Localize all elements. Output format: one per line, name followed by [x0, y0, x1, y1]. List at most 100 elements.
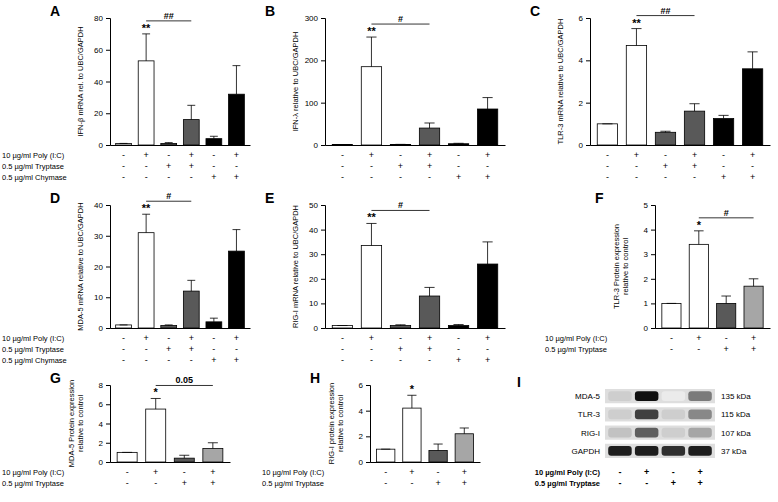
significance: **: [367, 25, 376, 37]
condition-sign: +: [751, 344, 756, 354]
x-axis: [656, 328, 771, 329]
panel: MDA-5135 kDaTLR-3115 kDaRIG-I107 kDaGAPD…: [517, 374, 751, 488]
condition-sign: +: [189, 161, 194, 171]
tick-mark: [366, 462, 370, 463]
condition-sign: -: [399, 172, 402, 182]
bar: [203, 449, 223, 462]
bar: [116, 325, 132, 328]
x-axis: [111, 328, 251, 329]
tick: 20: [94, 109, 110, 118]
condition-label: 0.5 µg/ml Tryptase: [545, 345, 607, 354]
condition-sign: -: [341, 161, 344, 171]
tick: 20: [309, 275, 325, 284]
blot-band: [662, 446, 685, 456]
error-cap: [483, 241, 493, 242]
y-axis: 0246: [579, 14, 591, 150]
condition-sign: -: [190, 355, 193, 365]
error-bar: [371, 223, 372, 245]
bar: [161, 326, 177, 328]
condition-label: 0.5 µg/ml Tryptase: [535, 479, 600, 488]
condition-sign: -: [384, 478, 387, 488]
bar: [332, 326, 352, 328]
error-cap: [660, 131, 670, 132]
bar: [744, 286, 763, 328]
condition-sign: -: [145, 355, 148, 365]
tick-mark: [106, 404, 110, 405]
condition-sign: +: [485, 172, 490, 182]
tick-mark: [106, 50, 110, 51]
bar: [477, 109, 497, 145]
condition-label: 0.5 µg/ml Tryptase: [2, 479, 64, 488]
panel-title: C: [530, 3, 540, 19]
condition-sign: +: [182, 478, 187, 488]
tick: 0: [99, 324, 110, 333]
tick-label: 4: [644, 226, 649, 235]
tick: 4: [359, 407, 370, 416]
bar: [161, 143, 177, 145]
error-bar: [191, 280, 192, 291]
tick-label: 0: [99, 141, 104, 150]
condition-label: 10 µg/ml Poly (I:C): [2, 334, 65, 343]
condition-sign: -: [370, 172, 373, 182]
condition-sign: -: [606, 172, 609, 182]
protein-label: RIG-I: [581, 429, 600, 438]
condition-sign: -: [145, 344, 148, 354]
condition-sign: +: [750, 172, 755, 182]
y-axis: 02468: [99, 381, 111, 467]
blot-strip: [605, 444, 715, 458]
tick-mark: [366, 411, 370, 412]
condition-sign: -: [167, 150, 170, 160]
marks: [332, 37, 497, 145]
axis-line: [321, 19, 326, 146]
tick-mark: [651, 254, 655, 255]
bar: [146, 409, 166, 462]
condition-sign: -: [183, 467, 186, 477]
panel: 02468MDA-5 Protein expressionrelative to…: [2, 370, 231, 488]
tick-mark: [651, 205, 655, 206]
tick-mark: [321, 254, 325, 255]
significance: ##: [660, 6, 670, 16]
bar: [206, 322, 222, 328]
condition-sign: -: [145, 161, 148, 171]
error-cap: [689, 103, 699, 104]
error-bar: [726, 296, 727, 303]
bar: [361, 246, 381, 328]
condition-sign: -: [670, 333, 673, 343]
significance: #: [724, 208, 729, 218]
condition-sign: -: [154, 478, 157, 488]
axis-line: [586, 19, 591, 146]
error-bar: [146, 34, 147, 61]
tick-mark: [366, 436, 370, 437]
tick: 5: [644, 201, 655, 210]
error-bar: [146, 214, 147, 232]
tick: 0: [99, 458, 110, 467]
size-label: 37 kDa: [721, 447, 747, 456]
bar: [597, 124, 617, 145]
significance: *: [154, 386, 159, 398]
error-bar: [429, 123, 430, 128]
significance: **: [142, 22, 151, 34]
condition-sign: +: [234, 355, 239, 365]
tick-mark: [106, 205, 110, 206]
tick-mark: [586, 18, 590, 19]
error-bar: [752, 52, 753, 69]
condition-sign: +: [697, 478, 702, 488]
condition-sign: +: [189, 344, 194, 354]
bar: [390, 326, 410, 328]
tick-label: 1: [644, 299, 649, 308]
bar: [229, 94, 245, 145]
tick-mark: [321, 60, 325, 61]
condition-sign: +: [462, 478, 467, 488]
tick-mark: [321, 328, 325, 329]
significance: *: [697, 219, 702, 231]
tick: 200: [305, 56, 325, 65]
condition-sign: -: [122, 333, 125, 343]
tick: 0: [579, 141, 590, 150]
error-bar: [487, 242, 488, 264]
axis-line: [651, 206, 656, 329]
tick-mark: [651, 230, 655, 231]
tick: 80: [94, 14, 110, 23]
tick: 6: [579, 14, 590, 23]
tick: 40: [94, 78, 110, 87]
error-cap: [748, 51, 758, 52]
